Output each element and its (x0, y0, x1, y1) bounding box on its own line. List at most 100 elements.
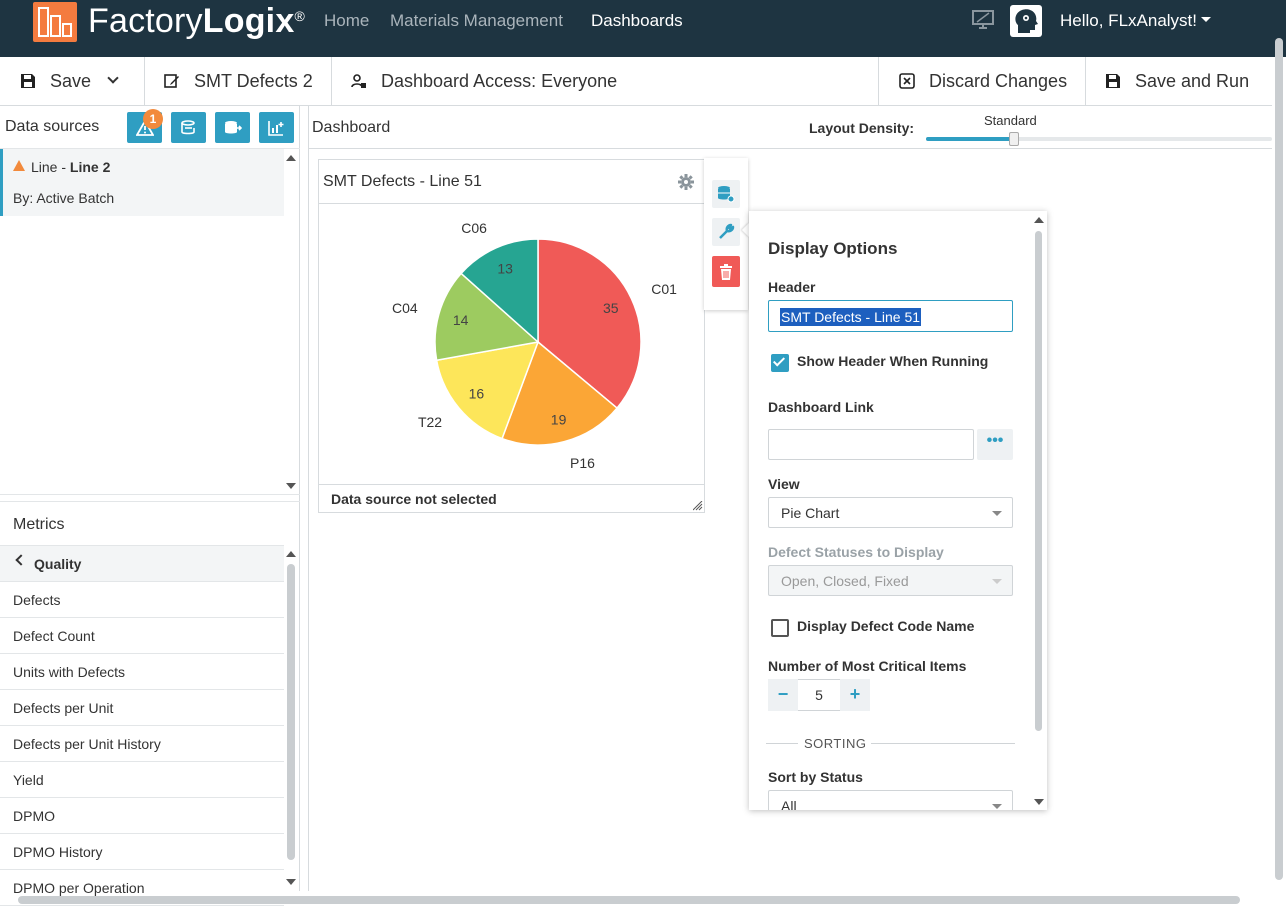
edit-data-source-button[interactable] (171, 112, 206, 143)
dashboard-title: Dashboard (312, 119, 391, 136)
metric-item[interactable]: DPMO per Operation (0, 870, 284, 906)
header-input[interactable]: SMT Defects - Line 51 (768, 300, 1013, 332)
widget-footer: Data source not selected (319, 484, 704, 513)
metric-category-quality[interactable]: Quality (0, 546, 284, 582)
dashboard-link-browse-button[interactable]: ••• (977, 429, 1013, 460)
scrollbar-thumb[interactable] (1275, 38, 1283, 880)
nav-dashboards[interactable]: Dashboards (591, 11, 683, 30)
increment-button[interactable]: + (840, 679, 870, 711)
data-source-name: Line - Line 2 (31, 159, 111, 175)
chevron-down-icon[interactable] (107, 72, 119, 84)
pie-slice-c06[interactable] (460, 238, 539, 344)
display-code-name-checkbox[interactable] (771, 619, 789, 637)
scroll-up-icon[interactable] (286, 551, 296, 557)
toolbar-divider (1085, 57, 1086, 105)
scroll-up-icon[interactable] (1034, 217, 1044, 223)
pie-slice-t22[interactable] (435, 341, 540, 440)
pie-category-label: P16 (570, 455, 595, 471)
sort-by-status-label: Sort by Status (768, 769, 863, 785)
gear-icon[interactable] (678, 174, 694, 190)
scroll-down-icon[interactable] (286, 483, 296, 489)
metrics-scrollbar[interactable] (287, 564, 295, 860)
scroll-down-icon[interactable] (1034, 799, 1044, 805)
resize-handle-icon[interactable] (693, 501, 703, 511)
metric-item[interactable]: DPMO History (0, 834, 284, 870)
delete-widget-button[interactable] (712, 256, 740, 287)
pie-slice-c04[interactable] (434, 272, 540, 362)
metric-item[interactable]: Yield (0, 762, 284, 798)
widget-display-options-button[interactable] (712, 218, 740, 246)
pie-value-label: 13 (497, 261, 513, 277)
pie-category-label: C04 (392, 300, 418, 316)
add-data-source-button[interactable] (215, 112, 250, 143)
add-chart-button[interactable] (259, 112, 294, 143)
widget-data-source-button[interactable] (712, 180, 740, 208)
options-scrollbar[interactable] (1035, 231, 1042, 731)
user-avatar-icon[interactable] (1010, 5, 1042, 37)
floppy-disk-icon (21, 74, 35, 88)
page-horizontal-scrollbar[interactable] (0, 892, 1286, 907)
pie-value-label: 35 (603, 300, 619, 316)
metric-item[interactable]: Defect Count (0, 618, 284, 654)
sort-by-status-select[interactable]: All (768, 790, 1013, 810)
show-header-checkbox[interactable] (771, 354, 789, 372)
data-source-item[interactable]: Line - Line 2 By: Active Batch (0, 149, 284, 216)
dashboard-link-label: Dashboard Link (768, 399, 874, 415)
pie-slice-p16[interactable] (501, 340, 619, 446)
user-menu[interactable]: Hello, FLxAnalyst! (1060, 11, 1211, 31)
chart-widget[interactable]: SMT Defects - Line 51 35 C01 19 P16 16 T22 14 C… (318, 159, 705, 513)
pie-category-label: T22 (418, 414, 442, 430)
critical-items-value[interactable]: 5 (798, 679, 840, 711)
layout-density-slider[interactable] (926, 132, 1272, 146)
chevron-left-icon (15, 554, 27, 566)
display-code-name-label: Display Defect Code Name (797, 618, 975, 634)
metric-item[interactable]: Units with Defects (0, 654, 284, 690)
scroll-up-icon[interactable] (286, 155, 296, 161)
metric-item[interactable]: Defects (0, 582, 284, 618)
panel-splitter[interactable] (0, 494, 300, 502)
database-add-icon (224, 120, 242, 133)
pie-slice-c01[interactable] (537, 238, 642, 410)
metric-item[interactable]: Defects per Unit History (0, 726, 284, 762)
critical-items-stepper: − 5 + (768, 679, 870, 711)
pie-value-label: 14 (453, 312, 469, 328)
dashboard-link-input[interactable] (768, 429, 974, 460)
left-panel: Data sources 1 Line - Line 2 By: Active … (0, 106, 300, 906)
toolbar-divider (878, 57, 879, 105)
nav-materials-management[interactable]: Materials Management (390, 11, 563, 30)
header-input-value: SMT Defects - Line 51 (780, 308, 922, 326)
floppy-disk-icon (1106, 74, 1120, 88)
scroll-down-icon[interactable] (286, 879, 296, 885)
slider-handle[interactable] (1008, 132, 1019, 146)
save-and-run-button[interactable]: Save and Run (1105, 57, 1249, 105)
pie-value-label: 16 (469, 386, 485, 402)
wrench-icon (719, 223, 735, 239)
save-label: Save (50, 70, 92, 91)
metric-item[interactable]: DPMO (0, 798, 284, 834)
discard-changes-button[interactable]: Discard Changes (899, 57, 1067, 105)
dashboard-access-button[interactable]: Dashboard Access: Everyone (351, 57, 617, 105)
pie-chart: 35 C01 19 P16 16 T22 14 C04 13 C06 (392, 220, 677, 471)
dashboard-name: SMT Defects 2 (194, 70, 313, 91)
decrement-button[interactable]: − (768, 679, 798, 711)
display-options-title: Display Options (768, 239, 898, 258)
save-button[interactable]: Save (20, 57, 119, 105)
panel-divider (308, 106, 309, 891)
sorting-section-label: SORTING (804, 736, 867, 751)
page-vertical-scrollbar[interactable] (1272, 30, 1286, 891)
data-source-by: By: Active Batch (13, 190, 115, 206)
chart-add-icon (267, 120, 283, 136)
monitor-icon[interactable] (972, 10, 994, 30)
caret-down-icon (992, 804, 1002, 809)
dashboard-access-label: Dashboard Access: Everyone (381, 70, 618, 91)
warning-icon (13, 160, 25, 171)
dashboard-name-button[interactable]: SMT Defects 2 (164, 57, 313, 105)
view-select[interactable]: Pie Chart (768, 497, 1013, 528)
nav-home[interactable]: Home (324, 11, 370, 30)
toolbar-divider (331, 57, 332, 105)
layout-density-label: Layout Density: (809, 120, 915, 136)
widget-header: SMT Defects - Line 51 (319, 160, 704, 204)
scrollbar-thumb[interactable] (18, 896, 1240, 904)
data-sources-title: Data sources (5, 118, 100, 135)
metric-item[interactable]: Defects per Unit (0, 690, 284, 726)
